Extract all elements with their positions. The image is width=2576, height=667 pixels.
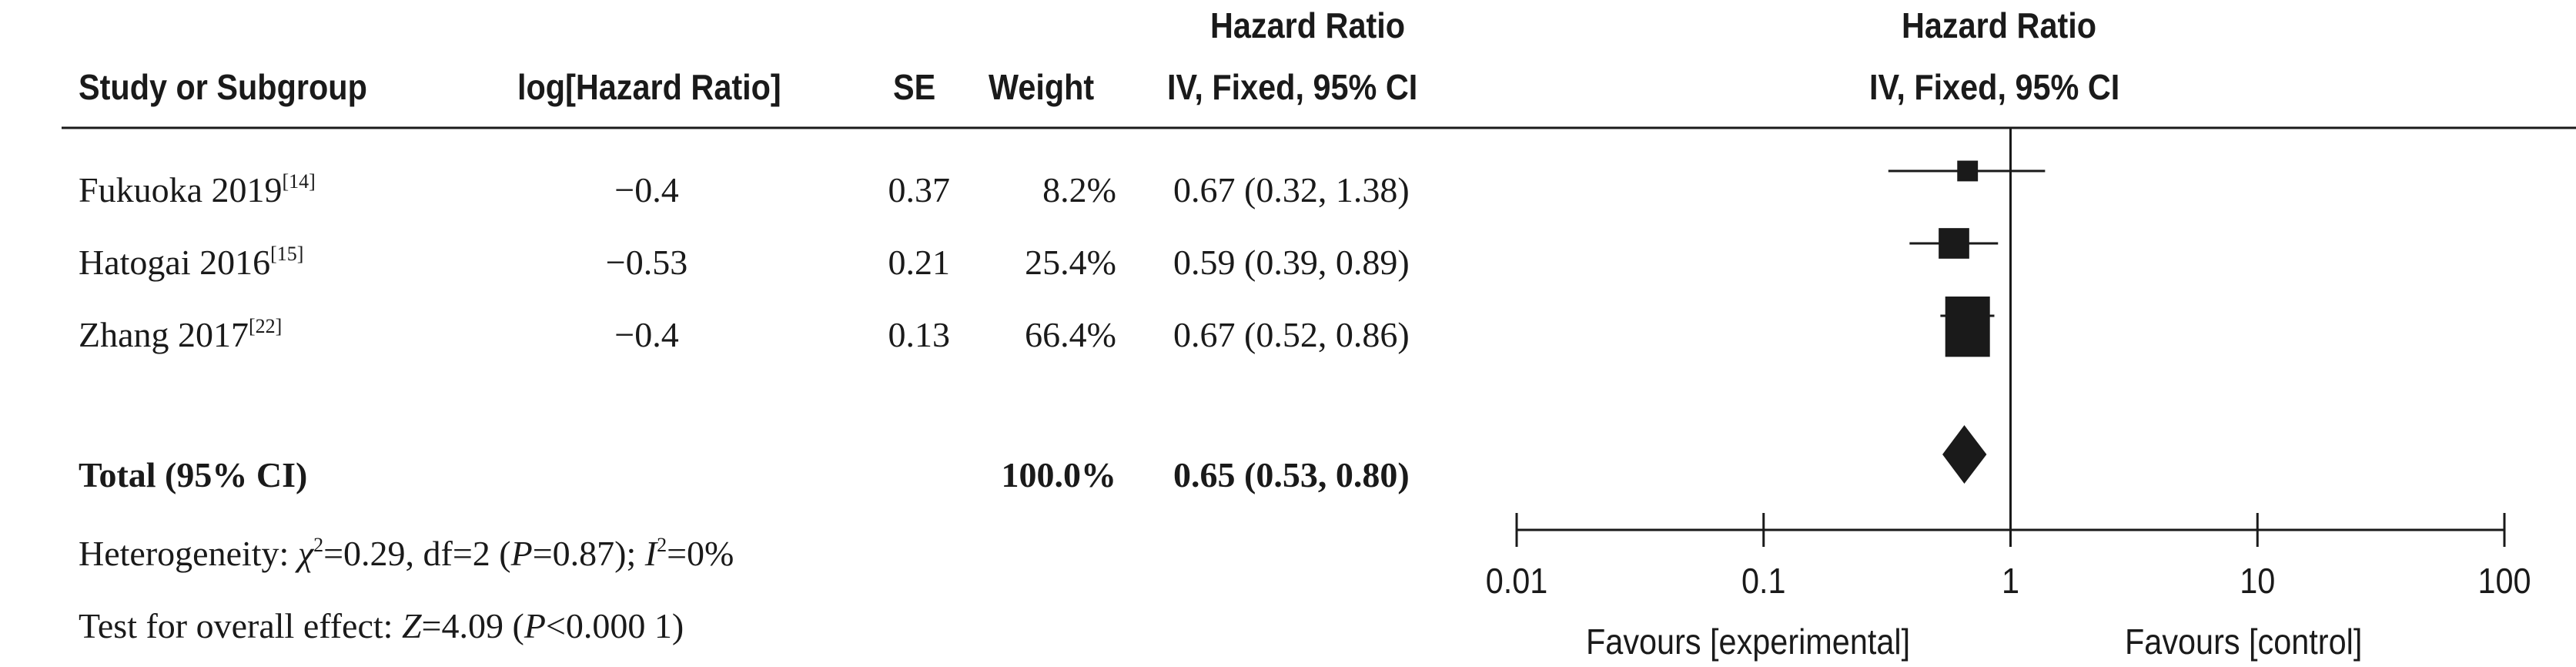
study-weight: 25.4%: [1025, 243, 1116, 282]
study-hr-ci: 0.67 (0.32, 1.38): [1173, 170, 1410, 209]
x-tick-label: 0.01: [1486, 561, 1548, 602]
header-study: Study or Subgroup: [79, 67, 367, 107]
study-hr-ci: 0.59 (0.39, 0.89): [1173, 243, 1410, 282]
favours-experimental-label: Favours [experimental]: [1586, 622, 1911, 662]
study-square: [1939, 228, 1969, 259]
heterogeneity-text: Heterogeneity: χ2=0.29, df=2 (P=0.87); I…: [79, 534, 734, 573]
study-name: Hatogai 2016[15]: [79, 243, 304, 282]
header-log-hr: log[Hazard Ratio]: [517, 67, 781, 107]
total-diamond: [1942, 425, 1987, 484]
study-name: Fukuoka 2019[14]: [79, 170, 316, 209]
study-weight: 66.4%: [1025, 315, 1116, 354]
x-tick-label: 10: [2240, 561, 2275, 602]
x-tick-label: 0.1: [1741, 561, 1786, 602]
favours-control-label: Favours [control]: [2125, 622, 2363, 662]
study-name: Zhang 2017[22]: [79, 315, 283, 354]
x-tick-label: 1: [2002, 561, 2019, 602]
study-ref: [14]: [282, 170, 316, 193]
study-se: 0.21: [888, 243, 951, 282]
header-hr-sub: IV, Fixed, 95% CI: [1167, 67, 1418, 107]
total-hr-ci: 0.65 (0.53, 0.80): [1173, 455, 1410, 494]
study-log-hr: −0.4: [614, 315, 679, 354]
header-plot-sub: IV, Fixed, 95% CI: [1869, 67, 2120, 107]
study-weight: 8.2%: [1042, 170, 1116, 209]
study-log-hr: −0.4: [614, 170, 679, 209]
header-se: SE: [893, 67, 936, 107]
study-se: 0.37: [888, 170, 951, 209]
header-weight: Weight: [989, 67, 1095, 107]
study-square: [1957, 160, 1979, 182]
overall-effect-text: Test for overall effect: Z=4.09 (P<0.000…: [79, 606, 684, 645]
total-label: Total (95% CI): [79, 455, 308, 494]
study-se: 0.13: [888, 315, 951, 354]
study-log-hr: −0.53: [605, 243, 688, 282]
total-weight: 100.0%: [1001, 455, 1117, 494]
study-ref: [15]: [270, 243, 304, 265]
study-hr-ci: 0.67 (0.52, 0.86): [1173, 315, 1410, 354]
header-hr-top: Hazard Ratio: [1210, 5, 1406, 45]
x-tick-label: 100: [2477, 561, 2531, 602]
header-plot-top: Hazard Ratio: [1902, 5, 2097, 45]
study-ref: [22]: [249, 315, 283, 337]
study-square: [1945, 297, 1990, 357]
